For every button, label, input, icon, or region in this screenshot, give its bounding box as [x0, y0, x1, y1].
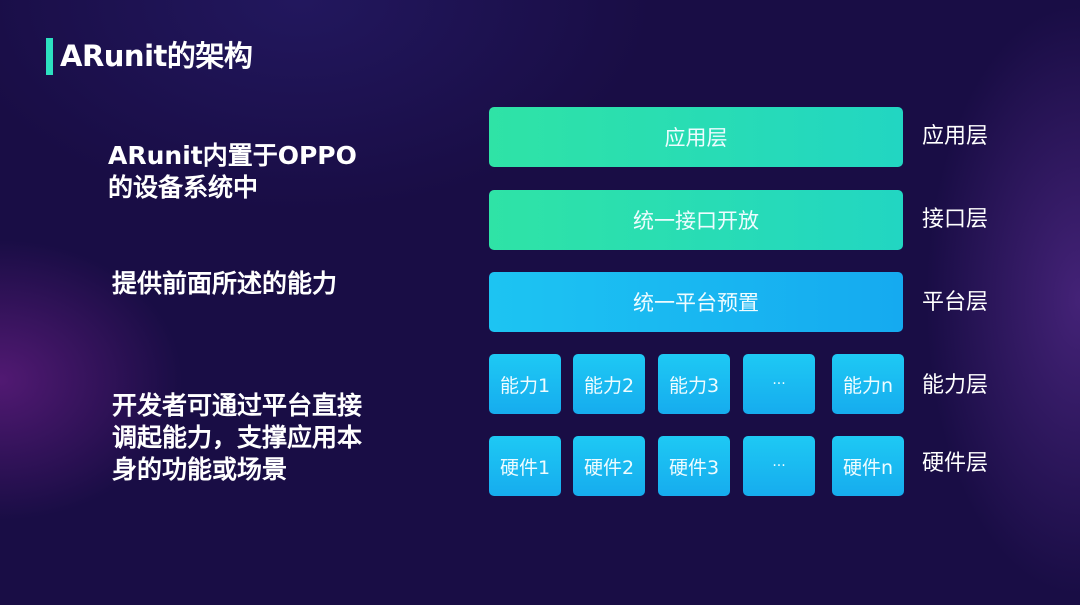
point-1-line: ARunit内置于OPPO — [108, 141, 357, 170]
ability-box: 能力1 — [489, 354, 561, 414]
point-2: 提供前面所述的能力 — [112, 269, 338, 298]
ability-box: 能力3 — [658, 354, 730, 414]
hardware-box: 硬件1 — [489, 436, 561, 496]
ability-box: 能力2 — [573, 354, 645, 414]
hardware-box: 硬件n — [832, 436, 904, 496]
title-accent-bar — [46, 38, 53, 75]
ability-box-ellipsis: ··· — [743, 354, 815, 414]
hardware-box-ellipsis: ··· — [743, 436, 815, 496]
point-3-line: 身的功能或场景 — [112, 455, 288, 484]
layer-label-platform: 平台层 — [922, 290, 989, 315]
layer-box-platform: 统一平台预置 — [489, 272, 903, 332]
point-3: 开发者可通过平台直接 调起能力，支撑应用本 身的功能或场景 — [112, 390, 362, 486]
point-3-line: 调起能力，支撑应用本 — [112, 423, 363, 452]
layer-box-application: 应用层 — [489, 107, 903, 167]
point-1: ARunit内置于OPPO 的设备系统中 — [108, 140, 357, 204]
hardware-box: 硬件2 — [573, 436, 645, 496]
layer-label-application: 应用层 — [922, 124, 989, 149]
point-3-line: 开发者可通过平台直接 — [112, 391, 363, 420]
point-1-line: 的设备系统中 — [108, 173, 259, 202]
layer-label-ability: 能力层 — [922, 373, 989, 398]
layer-box-interface: 统一接口开放 — [489, 190, 903, 250]
layer-label-interface: 接口层 — [922, 207, 989, 232]
ability-box: 能力n — [832, 354, 904, 414]
layer-label-hardware: 硬件层 — [922, 451, 989, 476]
slide-title: ARunit的架构 — [60, 39, 253, 73]
hardware-box: 硬件3 — [658, 436, 730, 496]
